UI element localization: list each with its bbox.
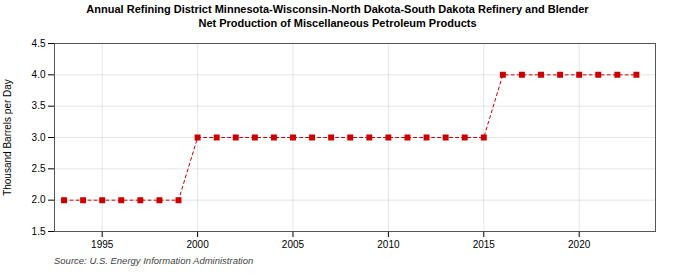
svg-text:2015: 2015: [473, 238, 496, 249]
svg-text:2020: 2020: [568, 238, 591, 249]
svg-text:2005: 2005: [282, 238, 305, 249]
svg-text:4.0: 4.0: [32, 69, 46, 80]
svg-text:1.5: 1.5: [32, 225, 46, 236]
svg-text:4.5: 4.5: [32, 37, 46, 48]
svg-text:2000: 2000: [186, 238, 209, 249]
svg-text:1995: 1995: [91, 238, 114, 249]
svg-text:2.5: 2.5: [32, 163, 46, 174]
svg-text:3.0: 3.0: [32, 131, 46, 142]
svg-text:Thousand Barrels per Day: Thousand Barrels per Day: [2, 79, 13, 196]
svg-text:2010: 2010: [377, 238, 400, 249]
svg-text:3.5: 3.5: [32, 100, 46, 111]
html-text:Annual Refining District Minne: Annual Refining District Minnesota-Wisco…: [86, 3, 589, 29]
html-text:Source: U.S. Energy Informatio: Source: U.S. Energy Information Administ…: [54, 254, 254, 266]
svg-text:2.0: 2.0: [32, 194, 46, 205]
